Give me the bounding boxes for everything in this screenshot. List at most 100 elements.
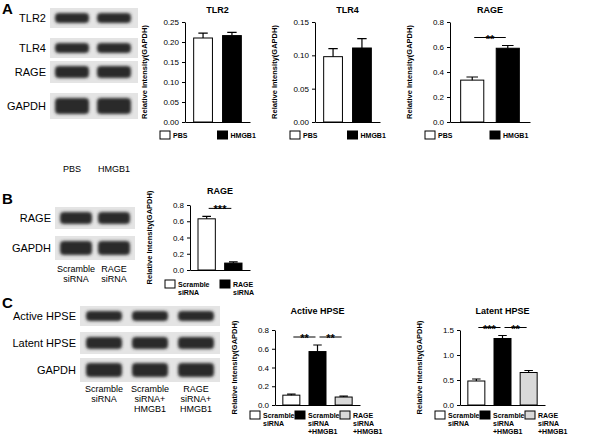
y-tick: 0.6 — [258, 345, 275, 354]
legend-item: ScramblesiRNA — [165, 280, 210, 296]
legend-swatch — [160, 131, 170, 139]
y-axis-title: Relative Intensity(GAPDH) — [405, 25, 414, 119]
text-line: siRNA — [233, 289, 254, 296]
bar — [353, 48, 372, 122]
text-line: Scramble — [448, 412, 480, 419]
blot-lane-label: ScramblesiRNA+HMGB1 — [131, 384, 169, 414]
tick-mark — [312, 122, 315, 123]
text-line: siRNA — [308, 420, 329, 427]
legend-label: HMGB1 — [503, 132, 528, 139]
error-bar — [229, 262, 238, 263]
x-axis — [451, 122, 531, 123]
tick-label: 0.0 — [173, 266, 185, 275]
x-axis — [186, 122, 251, 123]
legend: PBS HMGB1 — [160, 131, 256, 139]
y-tick: 0.2 — [433, 93, 450, 102]
tick-label: 0.8 — [433, 18, 445, 27]
error-bar — [313, 345, 322, 352]
y-tick: 0.6 — [433, 43, 450, 52]
legend: ScramblesiRNAScramblesiRNA+HMGB1RAGEsiRN… — [250, 411, 382, 435]
legend-item: HMGB1 — [218, 131, 256, 139]
text-line: RAGE — [538, 412, 559, 419]
blot-band — [132, 337, 168, 349]
text-line: PBS — [303, 132, 318, 139]
y-axis-title: Relative Intensity(GAPDH) — [145, 190, 154, 284]
text-line: Scramble — [85, 384, 123, 394]
tick-label: 0.20 — [163, 38, 179, 47]
blot-band — [55, 43, 89, 53]
text-line: HMGB1 — [180, 404, 212, 414]
blot-band — [97, 98, 131, 114]
tick-mark — [182, 82, 185, 83]
tick-label: 0.8 — [173, 201, 185, 210]
x-axis — [191, 270, 251, 271]
tick-label: 0.6 — [258, 345, 270, 354]
tick-label: 0.2 — [258, 382, 270, 391]
tick-label: 0.6 — [433, 43, 445, 52]
error-bar — [524, 371, 533, 373]
legend-label: ScramblesiRNA+HMGB1 — [493, 412, 525, 435]
blot-band — [60, 241, 92, 255]
blot-band — [60, 212, 92, 224]
y-tick: 0.00 — [293, 118, 315, 127]
legend-item: PBS — [160, 131, 188, 139]
y-axis-title: Relative Intensity(GAPDH) — [230, 320, 239, 414]
text-line: Scramble — [308, 412, 340, 419]
bar-chart: 0.00.51.01.5Relative Intensity(GAPDH)Lat… — [415, 306, 546, 414]
text-line: HMGB1 — [503, 132, 528, 139]
legend-label: PBS — [303, 132, 318, 139]
y-tick: 0.8 — [258, 326, 275, 335]
y-tick: 0.2 — [258, 382, 275, 391]
tick-label: 0.15 — [163, 58, 179, 67]
blot-row-label: Latent HPSE — [12, 337, 76, 349]
y-tick: 0.4 — [258, 364, 275, 373]
error-bar — [466, 77, 478, 80]
tick-label: 0.5 — [443, 376, 455, 385]
y-tick: 0.4 — [433, 68, 450, 77]
text-line: RAGE — [101, 264, 127, 274]
y-axis-title: Relative Intensity(GAPDH) — [270, 25, 279, 119]
bar — [225, 263, 242, 270]
bar-chart: 0.0 0.2 0.4 0.6 0.8 Relative Intensity(GAPDH)… — [230, 306, 361, 414]
bar — [496, 48, 519, 122]
axis-line — [275, 331, 276, 406]
y-tick: 0.25 — [163, 18, 185, 27]
text-line: PBS — [173, 132, 188, 139]
y-tick: 0.0 — [173, 266, 190, 275]
text-line: HMGB1 — [231, 132, 256, 139]
y-tick: 0.6 — [173, 217, 190, 226]
y-tick: 1.5 — [443, 326, 460, 335]
legend-swatch — [490, 131, 500, 139]
y-tick: 0.0 — [258, 401, 275, 410]
tick-mark — [457, 330, 460, 331]
legend: ScramblesiRNARAGEsiRNA — [165, 280, 254, 296]
chart-title: Active HPSE — [290, 306, 344, 316]
legend-swatch — [218, 131, 228, 139]
text-line: +HMGB1 — [493, 428, 522, 435]
blot-band — [97, 66, 131, 78]
blot-strip — [55, 236, 135, 260]
axis-line — [276, 405, 361, 406]
tick-mark — [182, 122, 185, 123]
error-bar — [357, 39, 366, 48]
legend-swatch — [165, 280, 175, 288]
bar — [324, 57, 343, 122]
y-tick: 0.2 — [173, 250, 190, 259]
axis-line — [316, 122, 381, 123]
legend-label: ScramblesiRNA — [263, 412, 295, 427]
tick-label: 0.4 — [258, 364, 270, 373]
y-tick: 0.05 — [293, 85, 315, 94]
legend-label: ScramblesiRNA+HMGB1 — [308, 412, 340, 435]
blot-strip — [50, 93, 138, 119]
y-tick: 0.05 — [163, 98, 185, 107]
axis-line — [460, 331, 461, 406]
bar — [194, 38, 213, 122]
text-line: siRNA — [63, 274, 89, 284]
y-axis: 0.00.20.40.60.8 — [173, 201, 191, 275]
legend-item: HMGB1 — [348, 131, 386, 139]
y-axis: 0.000.050.100.150.200.25 — [163, 18, 185, 127]
blot-lane-label: RAGEsiRNA+HMGB1 — [180, 384, 212, 414]
tick-label: 0.0 — [433, 118, 445, 127]
tick-label: 0.6 — [173, 217, 185, 226]
y-tick: 1.0 — [443, 351, 460, 360]
